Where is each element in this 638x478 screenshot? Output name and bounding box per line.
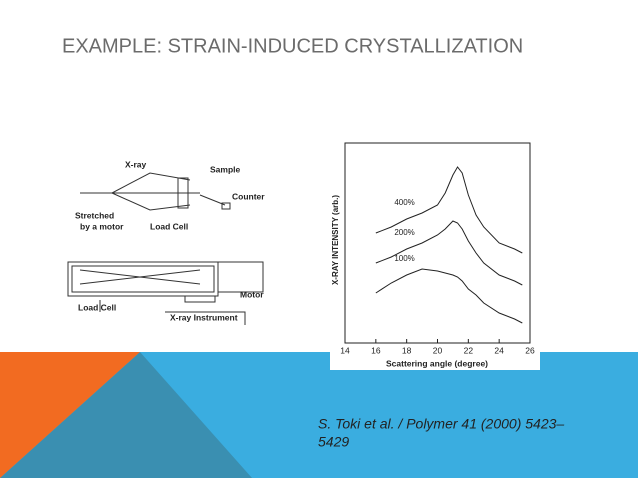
x-tick-label: 20	[433, 345, 443, 355]
diagram-label: X-ray Instrument	[170, 312, 238, 322]
series-label: 200%	[394, 228, 414, 237]
citation: 5429	[318, 434, 349, 450]
diagram: X-ray Sample Counter Stretched by a moto…	[67, 159, 265, 325]
x-tick-label: 26	[525, 345, 535, 355]
sample-box	[177, 177, 189, 209]
x-tick-label: 16	[371, 345, 381, 355]
instrument-body	[67, 261, 219, 297]
motor-box	[217, 261, 264, 293]
x-tick-label: 24	[494, 345, 504, 355]
series-line	[375, 166, 523, 254]
series-label: 100%	[394, 254, 414, 263]
base	[184, 295, 216, 303]
beam-lines	[80, 172, 226, 211]
series-line	[375, 268, 523, 324]
diagram-label: Motor	[240, 289, 264, 299]
instrument-inner	[71, 265, 215, 293]
footer-accent	[0, 352, 140, 478]
diagram-label: Load Cell	[150, 221, 188, 231]
footer-triangle	[0, 352, 252, 478]
slide-title: EXAMPLE: STRAIN-INDUCED CRYSTALLIZATION	[62, 35, 523, 57]
chart-panel	[330, 133, 540, 370]
diagram-label: Stretched	[75, 210, 114, 220]
instrument-lines	[79, 269, 246, 325]
counter-box	[221, 202, 231, 210]
y-axis-title: X-RAY INTENSITY (arb.)	[331, 195, 340, 285]
citation: S. Toki et al. / Polymer 41 (2000) 5423–	[318, 416, 564, 432]
series-label: 400%	[394, 198, 414, 207]
diagram-label: Counter	[232, 191, 265, 201]
diagram-label: X-ray	[125, 159, 147, 169]
series-line	[375, 220, 523, 286]
diagram-label: Load Cell	[78, 302, 116, 312]
x-tick-label: 14	[340, 345, 350, 355]
x-tick-label: 18	[402, 345, 412, 355]
diagram-label: Sample	[210, 164, 241, 174]
diagram-label: by a motor	[80, 221, 124, 231]
x-tick-label: 22	[464, 345, 474, 355]
x-axis-title: Scattering angle (degree)	[386, 358, 488, 368]
